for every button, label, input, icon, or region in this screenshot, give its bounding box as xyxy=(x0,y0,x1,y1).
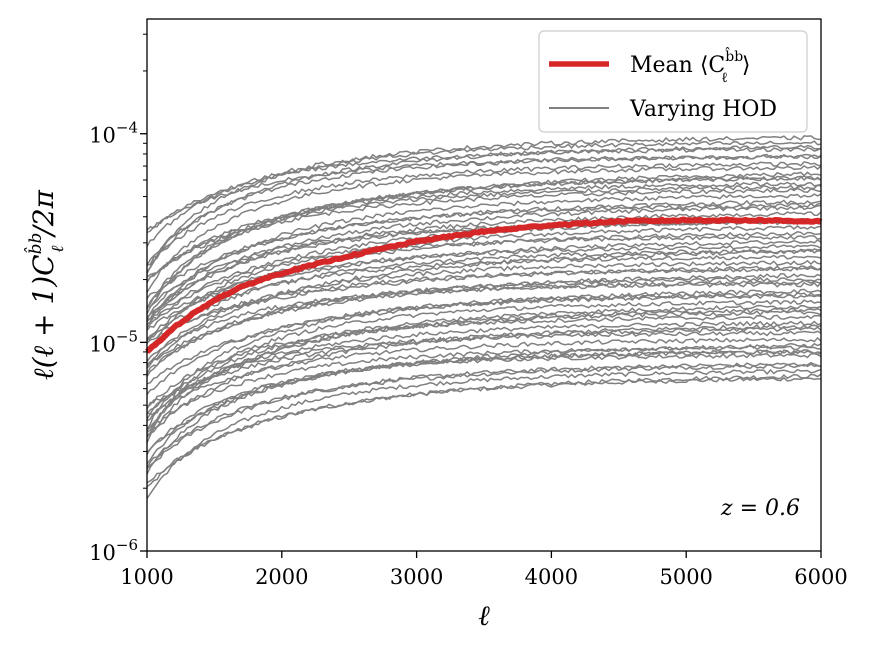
hod-line xyxy=(146,211,822,320)
hod-line xyxy=(146,276,822,377)
mean-line-group xyxy=(145,216,823,355)
hod-line xyxy=(146,231,822,340)
hod-line xyxy=(146,154,822,266)
x-axis-label: ℓ xyxy=(478,599,490,632)
hod-line xyxy=(146,248,822,369)
hod-line xyxy=(146,307,822,432)
x-tick-label: 6000 xyxy=(794,565,847,589)
hod-line xyxy=(146,187,822,278)
hod-line xyxy=(146,259,822,366)
hod-lines-group xyxy=(146,135,822,499)
legend-mean-label: Mean ⟨Cb̂b ℓ ⟩ xyxy=(630,46,751,86)
x-ticks-group: 1000 2000 3000 4000 5000 6000 xyxy=(120,551,848,589)
hod-line xyxy=(146,199,822,299)
hod-line xyxy=(146,204,822,320)
hod-line xyxy=(146,304,822,415)
hod-line xyxy=(146,164,822,293)
hod-line xyxy=(146,144,822,274)
hod-line xyxy=(146,293,822,431)
hod-line xyxy=(146,349,822,475)
y-axis-label: ℓ(ℓ + 1)Cb̂b ℓ/2π xyxy=(24,189,68,380)
hod-line xyxy=(146,161,822,266)
hod-line xyxy=(146,336,822,420)
hod-line xyxy=(146,234,822,354)
mean-line xyxy=(145,216,823,355)
x-tick-label: 4000 xyxy=(525,565,578,589)
hod-line xyxy=(146,193,822,326)
legend: Mean ⟨Cb̂b ℓ ⟩ Varying HOD xyxy=(538,30,808,133)
legend-hod-label: Varying HOD xyxy=(629,97,777,122)
y-tick-label: 10−5 xyxy=(89,327,138,356)
y-tick-label: 10−4 xyxy=(89,119,138,148)
hod-line xyxy=(146,288,822,385)
hod-line xyxy=(146,361,822,469)
hod-line xyxy=(146,323,822,409)
y-axis-label-group: ℓ(ℓ + 1)Cb̂b ℓ/2π xyxy=(24,189,68,380)
hod-line xyxy=(146,373,822,484)
hod-line xyxy=(146,349,822,455)
hod-line xyxy=(146,342,822,453)
hod-line xyxy=(146,140,822,273)
hod-line xyxy=(146,181,822,283)
y-ticks-group: 10−6 10−5 10−4 xyxy=(89,33,147,565)
hod-line xyxy=(146,314,822,410)
legend-box xyxy=(538,30,808,133)
redshift-annotation: z = 0.6 xyxy=(720,496,800,521)
hod-line xyxy=(146,171,822,310)
x-tick-label: 1000 xyxy=(120,565,173,589)
y-tick-label: 10−6 xyxy=(89,536,138,565)
x-tick-label: 5000 xyxy=(659,565,712,589)
plot-frame xyxy=(146,18,822,552)
hod-line xyxy=(146,273,822,367)
x-tick-label: 2000 xyxy=(255,565,308,589)
hod-line xyxy=(146,135,822,247)
hod-line xyxy=(146,310,822,444)
hod-line xyxy=(146,368,822,499)
x-tick-label: 3000 xyxy=(390,565,443,589)
hod-line xyxy=(146,153,822,231)
hod-line xyxy=(146,299,822,437)
